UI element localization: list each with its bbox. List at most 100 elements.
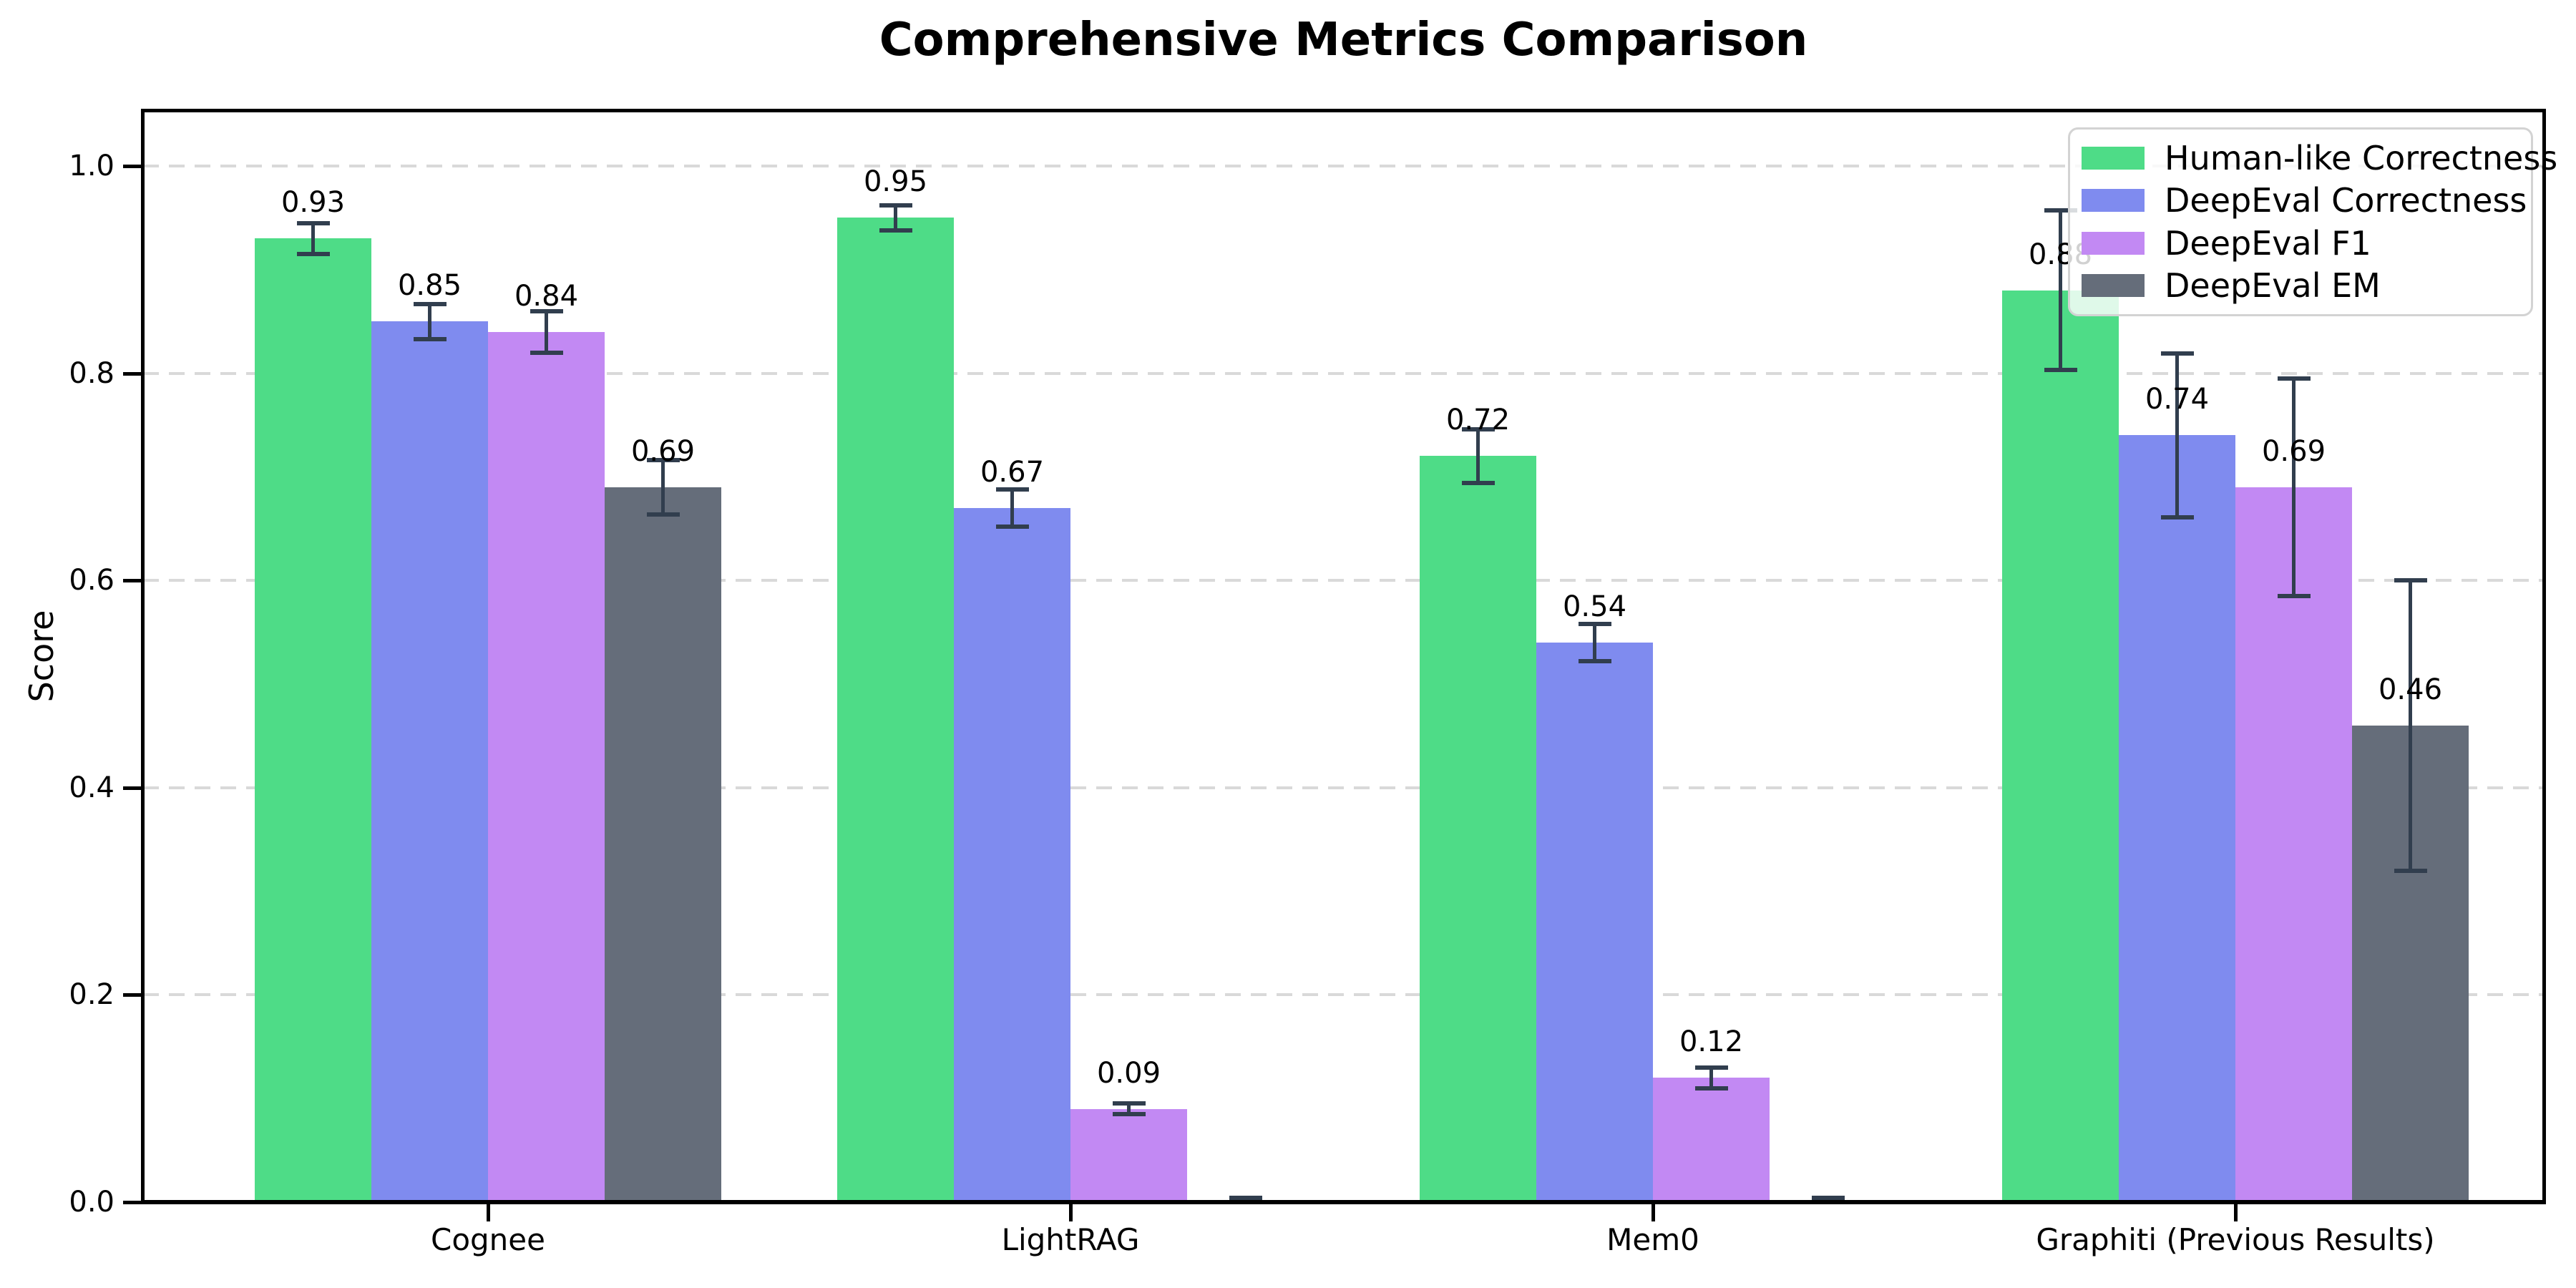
error-bar-cap: [1461, 426, 1495, 431]
y-tick: [123, 1201, 142, 1204]
x-tick-label: LightRAG: [1001, 1222, 1140, 1257]
error-bar-cap: [995, 487, 1029, 492]
error-bar: [428, 303, 431, 339]
error-bar: [1593, 624, 1596, 662]
legend-item: DeepEval Correctness: [2082, 180, 2527, 220]
bar-value-label: 0.85: [397, 269, 462, 303]
y-tick: [123, 165, 142, 168]
bar: [1536, 643, 1653, 1202]
error-bar: [1709, 1067, 1713, 1088]
bar: [837, 218, 954, 1202]
y-tick-label: 1.0: [69, 150, 114, 182]
y-tick: [123, 993, 142, 997]
y-tick: [123, 579, 142, 583]
x-tick: [2234, 1204, 2238, 1221]
error-bar: [545, 311, 548, 353]
legend-label: DeepEval F1: [2165, 223, 2371, 263]
y-tick: [123, 786, 142, 790]
error-bar-cap: [530, 350, 563, 355]
bar-value-label: 0.93: [280, 186, 346, 220]
error-bar-cap: [646, 458, 680, 463]
gridline: [143, 579, 2544, 582]
bar-value-label: 0.74: [2145, 383, 2210, 416]
legend-label: Human-like Correctness: [2165, 139, 2558, 177]
error-bar-cap: [1578, 622, 1611, 627]
bar-value-label: 0.72: [1445, 404, 1511, 437]
y-tick-label: 0.6: [69, 564, 114, 597]
y-tick-label: 0.0: [69, 1186, 114, 1219]
bar: [1070, 1108, 1187, 1202]
error-bar-cap: [1811, 1196, 1845, 1201]
bar: [371, 321, 488, 1202]
legend-swatch-violet: [2082, 231, 2145, 255]
legend-swatch-gray: [2082, 273, 2145, 297]
error-bar-cap: [2160, 514, 2194, 519]
error-bar: [1476, 429, 1480, 484]
legend-swatch-green: [2082, 147, 2145, 170]
bar-value-label: 0.69: [2261, 434, 2326, 468]
bar: [1653, 1078, 1770, 1202]
bottom-spine: [141, 1200, 2546, 1204]
error-bar: [2059, 210, 2062, 371]
bar-value-label: 0.12: [1679, 1025, 1744, 1059]
legend-item: Human-like Correctness: [2082, 138, 2557, 178]
x-tick-label: Graphiti (Previous Results): [2036, 1222, 2435, 1257]
x-tick: [1069, 1204, 1073, 1221]
y-axis-label: Score: [22, 610, 61, 703]
y-tick-label: 0.8: [69, 356, 114, 390]
bar-value-label: 0.67: [980, 455, 1045, 489]
legend-swatch-blue: [2082, 189, 2145, 213]
bar: [605, 487, 721, 1202]
bar: [1420, 456, 1536, 1202]
bar: [954, 507, 1070, 1202]
bar: [2235, 487, 2352, 1202]
error-bar: [311, 223, 315, 255]
error-bar-cap: [1112, 1111, 1146, 1116]
error-bar-cap: [2277, 376, 2311, 381]
error-bar-cap: [2394, 578, 2427, 583]
error-bar-cap: [2394, 868, 2427, 873]
x-tick: [487, 1204, 490, 1221]
error-bar: [661, 460, 665, 514]
left-spine: [141, 109, 145, 1204]
chart-title: Comprehensive Metrics Comparison: [879, 14, 1808, 67]
right-spine: [2542, 109, 2546, 1204]
error-bar-cap: [995, 524, 1029, 529]
error-bar-cap: [413, 301, 447, 306]
legend-label: DeepEval EM: [2165, 265, 2381, 305]
error-bar-cap: [1578, 659, 1611, 664]
y-tick-label: 0.2: [69, 978, 114, 1012]
error-bar-cap: [1112, 1101, 1146, 1106]
x-tick: [1652, 1204, 1655, 1221]
bar: [2002, 290, 2119, 1202]
error-bar-cap: [646, 512, 680, 517]
legend-label: DeepEval Correctness: [2165, 181, 2527, 220]
error-bar-cap: [879, 203, 912, 208]
error-bar: [2292, 378, 2296, 596]
error-bar: [2409, 580, 2412, 871]
bar: [488, 331, 605, 1202]
error-bar: [1127, 1103, 1131, 1114]
bar-value-label: 0.69: [630, 434, 696, 468]
error-bar-cap: [1461, 481, 1495, 486]
plot-area: 0.93 0.95 0.72 0.88 0.85 0.67 0.54 0.74 0.84 0.09…: [143, 111, 2544, 1202]
error-bar-cap: [2044, 368, 2077, 373]
top-spine: [141, 109, 2546, 112]
error-bar-cap: [413, 336, 447, 341]
gridline: [143, 371, 2544, 375]
error-bar-cap: [2044, 208, 2077, 213]
y-tick: [123, 371, 142, 376]
gridline: [143, 786, 2544, 789]
error-bar: [2175, 353, 2179, 517]
legend: Human-like Correctness DeepEval Correctn…: [2068, 127, 2557, 316]
error-bar-cap: [530, 308, 563, 313]
gridline: [143, 993, 2544, 997]
gridline: [143, 165, 2544, 167]
bar-value-label: 0.84: [514, 279, 579, 313]
legend-item: DeepEval EM: [2082, 265, 2517, 306]
y-tick-label: 0.4: [69, 771, 114, 804]
x-tick-label: Cognee: [431, 1222, 545, 1257]
error-bar-cap: [1229, 1196, 1262, 1201]
error-bar-cap: [2160, 351, 2194, 356]
